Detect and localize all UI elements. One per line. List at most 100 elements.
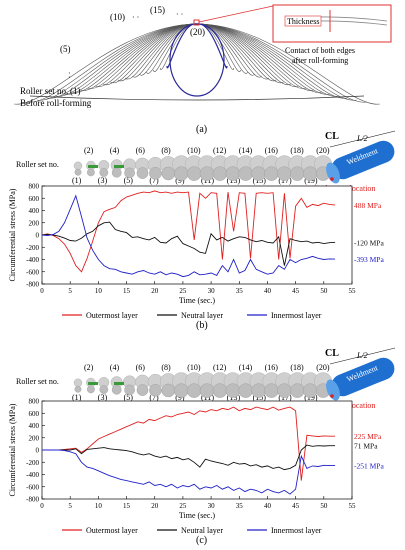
y-tick-label: 400 — [29, 207, 40, 215]
roller-set-label: Roller set no. — [16, 160, 59, 169]
y-tick-label: 0 — [36, 232, 40, 240]
roller-shape — [251, 166, 266, 181]
x-tick-label: 55 — [349, 287, 357, 295]
roller-shape — [136, 167, 149, 179]
roller-number-top: (2) — [84, 146, 94, 155]
x-tick-label: 10 — [95, 287, 103, 295]
roller-set-label: Roller set no. — [16, 377, 59, 386]
end-value-label: -120 MPa — [354, 238, 384, 247]
roller-number-top: (10) — [187, 363, 201, 372]
roller-number-bottom: (3) — [98, 176, 108, 185]
roller-shape — [124, 384, 135, 396]
roller-shape — [87, 168, 95, 177]
panel-b-caption: (b) — [196, 320, 208, 331]
roller-shape — [149, 384, 162, 397]
end-value-label: 488 MPa — [354, 201, 382, 210]
chart-b: -800 -600 -400 -200 0 200 400 600 800 0 5 10 15 20 25 3… — [8, 183, 384, 321]
x-tick-label: 20 — [151, 287, 159, 295]
evaluation-point — [330, 177, 334, 181]
roller-shape — [302, 383, 318, 398]
roller-shape — [173, 166, 189, 181]
roller-number-top: (16) — [265, 146, 279, 155]
roller-number-top: (8) — [161, 146, 171, 155]
roller-shape — [277, 383, 292, 398]
legend-label: Innermost layer — [271, 311, 322, 320]
series-line-outermost-layer — [42, 406, 336, 481]
panel-c: Roller set no. (2) (1) (4) (3) (6) (5) (8) (7) (1… — [8, 347, 396, 546]
panel-b: Roller set no. (2) (1) (4) (3) (6) (5) (8) (7) (1… — [8, 130, 396, 331]
x-tick-label: 5 — [68, 287, 72, 295]
roller-number-top: (6) — [136, 363, 146, 372]
roller-number-top: (18) — [290, 363, 304, 372]
x-tick-label: 50 — [320, 287, 328, 295]
stage-dots-left: · — [68, 69, 71, 78]
roller-shape — [238, 166, 253, 181]
x-tick-label: 35 — [236, 287, 244, 295]
x-tick-label: 0 — [40, 502, 44, 510]
roller-shape — [173, 383, 189, 398]
x-tick-label: 15 — [123, 502, 131, 510]
series-line-neutral-layer — [41, 221, 336, 266]
roller-shape — [199, 383, 215, 398]
panel-c-caption: (c) — [196, 535, 207, 546]
x-tick-label: 30 — [208, 287, 216, 295]
y-tick-label: 200 — [29, 434, 40, 442]
roller-number-top: (20) — [316, 363, 330, 372]
x-tick-label: 35 — [236, 502, 244, 510]
thickness-label: Thickness — [287, 17, 319, 26]
x-axis-label: Time (sec.) — [179, 511, 215, 520]
x-tick-label: 45 — [292, 287, 300, 295]
roller-shape — [186, 166, 202, 181]
panel-a-caption: (a) — [196, 124, 207, 135]
x-tick-label: 40 — [264, 502, 272, 510]
chart-c: -800 -600 -400 -200 0 200 400 600 800 0 5 10 15 20 25 3… — [8, 398, 384, 536]
roller-shape — [161, 166, 176, 181]
strip-green-marker — [88, 165, 98, 168]
y-tick-label: -800 — [26, 496, 39, 504]
legend-label: Neutral layer — [181, 311, 223, 320]
roller-shape — [238, 383, 253, 398]
roller-number-bottom: (7) — [149, 393, 159, 402]
strip-green-marker — [114, 382, 124, 385]
forming-stage-curves — [13, 23, 381, 105]
x-tick-label: 15 — [123, 287, 131, 295]
y-tick-label: 0 — [36, 447, 40, 455]
x-tick-label: 30 — [208, 502, 216, 510]
roller-number-top: (6) — [136, 146, 146, 155]
x-tick-label: 10 — [95, 502, 103, 510]
roller-set-label-a: Roller set no. — [20, 86, 68, 96]
roller-shape — [251, 383, 266, 398]
y-axis-label: Circumferential stress (MPa) — [8, 188, 17, 281]
y-tick-label: -200 — [26, 459, 39, 467]
series-line-innermost-layer — [42, 449, 336, 495]
x-tick-label: 20 — [151, 502, 159, 510]
roller-shape — [87, 385, 95, 394]
roller-number-top: (2) — [84, 363, 94, 372]
x-tick-label: 25 — [179, 287, 187, 295]
roller-number-top: (8) — [161, 363, 171, 372]
stage-label-20: (20) — [190, 27, 205, 37]
contact-marker — [193, 19, 200, 26]
weldment-tube — [331, 140, 395, 180]
y-tick-label: 400 — [29, 422, 40, 430]
x-tick-label: 45 — [292, 502, 300, 510]
x-tick-label: 50 — [320, 502, 328, 510]
stage-dots-top-2: · · — [176, 10, 183, 19]
roller-number-bottom: (7) — [149, 176, 159, 185]
half-length-arrow — [329, 130, 396, 148]
roller-number-top: (20) — [316, 146, 330, 155]
roller-shape — [99, 385, 109, 394]
roller-number-top: (16) — [265, 363, 279, 372]
contact-label-1: Contact of both edges — [285, 46, 355, 55]
roller-shape — [225, 166, 241, 181]
series-line-innermost-layer — [41, 194, 336, 278]
y-tick-label: 200 — [29, 219, 40, 227]
half-length-label: L/2 — [356, 134, 368, 143]
y-tick-label: 800 — [29, 183, 40, 191]
y-tick-label: -600 — [26, 268, 39, 276]
roller-shape — [149, 166, 162, 180]
legend-label: Outermost layer — [86, 526, 138, 535]
roller-number-top: (12) — [213, 146, 227, 155]
before-roll-forming-label: Before roll-forming — [20, 98, 92, 108]
